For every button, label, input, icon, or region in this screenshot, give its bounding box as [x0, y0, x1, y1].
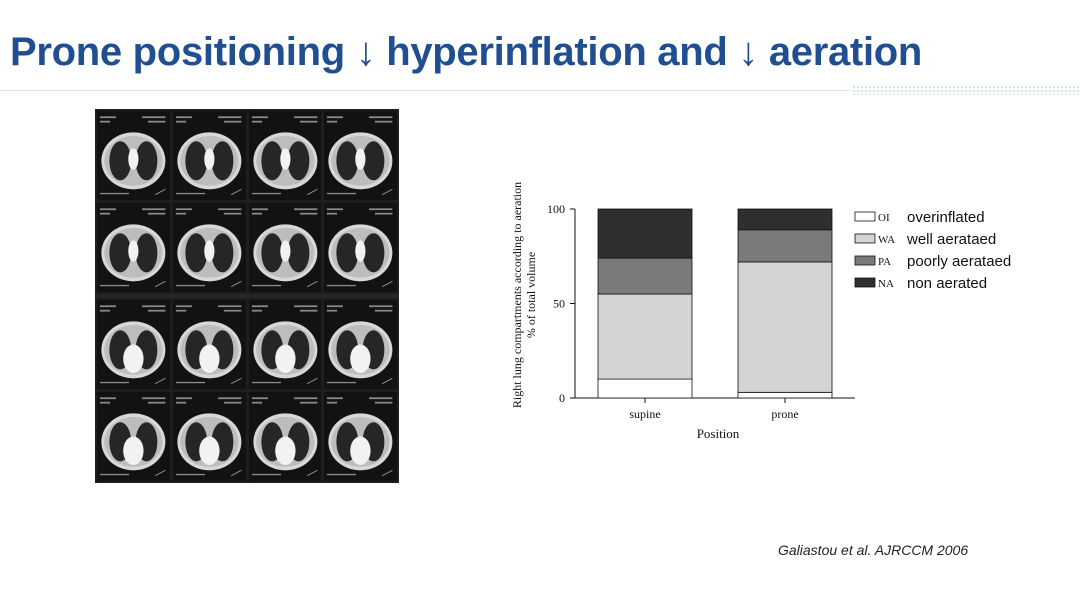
y-tick-label: 100 [547, 202, 565, 216]
bar-segment-na-prone [737, 208, 833, 231]
ct-slice-image [172, 203, 246, 292]
y-tick-label: 50 [553, 297, 565, 311]
chart-legend: OI overinflated WA well aerataed PA poorly ae… [854, 209, 1011, 292]
bar-segment-wa-supine [597, 293, 693, 380]
legend-abbr: PA [878, 256, 891, 268]
legend-item-wa: WA well aerataed [854, 231, 996, 248]
legend-label: non aerated [907, 275, 987, 292]
ct-slice-image [97, 111, 170, 200]
x-axis-label: Position [697, 426, 740, 441]
ct-slice-image [97, 392, 170, 481]
legend-label: well aerataed [906, 231, 996, 248]
bar-segment-na-supine [597, 208, 693, 259]
title-dot-pattern [852, 85, 1080, 95]
ct-slice-image [172, 111, 246, 200]
ct-slice-image [248, 300, 322, 389]
ct-scan-grid-image [95, 109, 399, 483]
legend-item-na: NA non aerated [854, 275, 987, 292]
legend-label: poorly aerataed [907, 253, 1011, 270]
legend-item-pa: PA poorly aerataed [854, 253, 1011, 270]
legend-label: overinflated [907, 209, 985, 226]
ct-slice-image [324, 300, 397, 389]
ct-slice-image [248, 111, 322, 200]
ct-slice-image [172, 392, 246, 481]
x-tick-label-supine: supine [629, 407, 660, 421]
legend-swatch [854, 211, 876, 222]
bar-segment-pa-prone [737, 229, 833, 263]
ct-slice-image [97, 300, 170, 389]
ct-slice-image [324, 392, 397, 481]
legend-abbr: WA [878, 234, 895, 246]
y-axis-label-line2: % of total volume [524, 252, 538, 338]
legend-swatch [854, 277, 876, 288]
ct-slice-image [324, 111, 397, 200]
legend-abbr: NA [878, 278, 894, 290]
x-tick-label-prone: prone [771, 407, 798, 421]
title-rule [0, 90, 850, 91]
legend-item-oi: OI overinflated [854, 209, 985, 226]
ct-block-supine [95, 109, 399, 294]
x-tick-labels: supine prone [629, 398, 799, 421]
legend-swatch [854, 255, 876, 266]
ct-slice-image [324, 203, 397, 292]
bar-segment-wa-prone [737, 261, 833, 393]
ct-block-prone [95, 298, 399, 483]
ct-slice-image [172, 300, 246, 389]
bar-segment-oi-supine [597, 378, 693, 399]
y-tick-label: 0 [559, 391, 565, 405]
slide-title: Prone positioning ↓ hyperinflation and ↓… [10, 30, 923, 74]
ct-slice-image [248, 203, 322, 292]
aeration-stacked-bar-chart: Right lung compartments according to aer… [505, 170, 1045, 445]
citation: Galiastou et al. AJRCCM 2006 [778, 542, 969, 558]
y-axis-label: Right lung compartments according to aer… [510, 182, 538, 408]
y-axis-label-line1: Right lung compartments according to aer… [510, 182, 524, 408]
legend-swatch [854, 233, 876, 244]
bar-segment-pa-supine [597, 257, 693, 295]
ct-slice-image [248, 392, 322, 481]
legend-abbr: OI [878, 212, 890, 224]
chart-bars [597, 208, 833, 399]
bar-segment-oi-prone [737, 391, 833, 399]
ct-slice-image [97, 203, 170, 292]
